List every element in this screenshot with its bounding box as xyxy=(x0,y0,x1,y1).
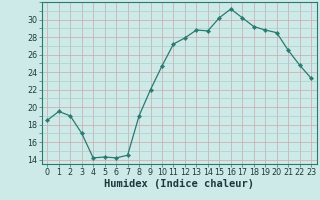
X-axis label: Humidex (Indice chaleur): Humidex (Indice chaleur) xyxy=(104,179,254,189)
